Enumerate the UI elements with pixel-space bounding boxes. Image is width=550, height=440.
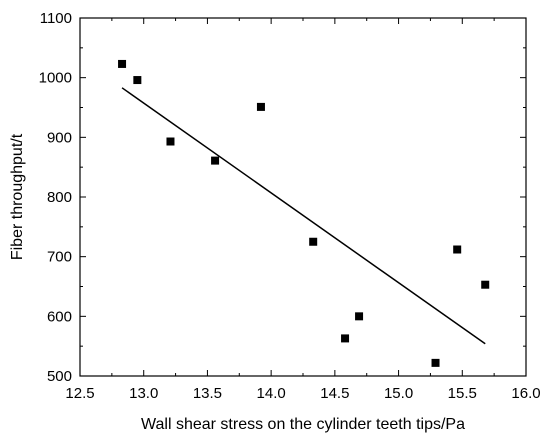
- y-tick-label: 800: [47, 189, 72, 206]
- data-point: [133, 76, 142, 85]
- linear-fit-line: [121, 87, 486, 345]
- y-tick-label: 1100: [40, 10, 72, 27]
- x-tick-label: 12.5: [65, 385, 94, 402]
- y-tick-label: 1000: [39, 70, 72, 87]
- x-tick-label: 15.5: [448, 385, 477, 402]
- x-tick-label: 14.5: [320, 385, 349, 402]
- x-tick-label: 15.0: [384, 385, 413, 402]
- plot-frame: [79, 17, 527, 377]
- y-tick-label: 600: [47, 308, 72, 325]
- data-points: [118, 59, 490, 367]
- data-point: [211, 156, 220, 165]
- y-tick-label: 500: [47, 368, 72, 385]
- data-point: [481, 280, 490, 289]
- x-tick-label: 13.0: [129, 385, 158, 402]
- x-tick-label: 13.5: [193, 385, 222, 402]
- y-tick-labels: 500 600 700 800 900 1000 1100: [39, 10, 72, 385]
- y-axis-title: Fiber throughput/t: [9, 133, 26, 260]
- data-point: [341, 334, 350, 343]
- axis-ticks: [79, 17, 527, 377]
- data-point: [166, 137, 175, 146]
- data-point: [355, 312, 364, 321]
- data-point: [309, 237, 318, 246]
- data-point: [453, 245, 462, 254]
- data-point: [256, 102, 265, 111]
- y-tick-label: 700: [47, 249, 72, 266]
- x-tick-label: 14.0: [257, 385, 286, 402]
- x-tick-labels: 12.5 13.0 13.5 14.0 14.5 15.0 15.5 16.0: [65, 385, 540, 402]
- data-point: [118, 59, 127, 68]
- x-axis-title: Wall shear stress on the cylinder teeth …: [141, 416, 465, 433]
- data-point: [431, 358, 440, 367]
- y-tick-label: 900: [47, 129, 72, 146]
- x-tick-label: 16.0: [511, 385, 540, 402]
